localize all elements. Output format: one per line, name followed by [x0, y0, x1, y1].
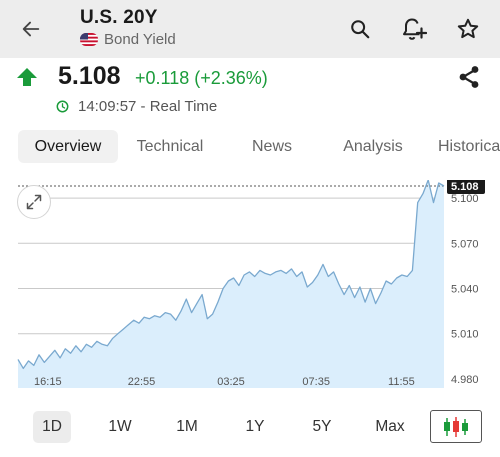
instrument-subtitle: Bond Yield [80, 31, 176, 48]
period-selector: 1D 1W 1M 1Y 5Y Max [0, 405, 500, 445]
last-price-tag: 5.108 [447, 180, 485, 195]
x-axis-tick-label: 07:35 [302, 376, 330, 388]
x-axis-tick-label: 22:55 [128, 376, 156, 388]
update-time-row: 14:09:57 - Real Time [56, 98, 217, 115]
update-time: 14:09:57 - Real Time [78, 98, 218, 115]
period-1m[interactable]: 1M [176, 418, 198, 435]
tab-technical[interactable]: Technical [136, 138, 204, 155]
tab-news[interactable]: News [251, 138, 292, 155]
expand-chart-button[interactable] [17, 185, 51, 219]
search-icon [351, 20, 370, 39]
price-chart[interactable]: 5.100 5.070 5.040 5.010 4.980 16:15 22:55 03:2… [0, 180, 500, 390]
back-arrow-icon [22, 21, 40, 37]
price-row: 5.108 +0.118 (+2.36%) [0, 60, 500, 94]
add-to-watchlist-button[interactable] [452, 13, 484, 45]
tab-overview[interactable]: Overview [18, 130, 118, 163]
clock-icon [56, 100, 69, 113]
chart-type-button[interactable] [430, 410, 482, 443]
star-icon [457, 18, 479, 39]
x-axis-tick-label: 11:55 [388, 376, 415, 388]
period-1d[interactable]: 1D [33, 411, 71, 443]
period-1w[interactable]: 1W [108, 418, 132, 435]
expand-icon [26, 194, 42, 210]
price-change: +0.118 (+2.36%) [135, 68, 268, 88]
share-button[interactable] [456, 64, 482, 90]
tab-historical[interactable]: Historical [438, 138, 500, 155]
y-axis-tick-label: 5.100 [451, 193, 479, 205]
last-price: 5.108 [58, 62, 121, 90]
x-axis-tick-label: 03:25 [217, 376, 245, 388]
add-alert-bell-icon [403, 18, 427, 40]
period-5y[interactable]: 5Y [312, 418, 332, 435]
instrument-title: U.S. 20Y [80, 7, 158, 28]
y-axis-tick-label: 5.010 [451, 329, 479, 341]
us-flag-icon [80, 33, 98, 46]
price-area-fill [18, 180, 444, 388]
instrument-title-block: U.S. 20Y Bond Yield [80, 7, 176, 48]
back-button[interactable] [14, 12, 48, 46]
instrument-type: Bond Yield [104, 31, 176, 48]
y-axis-tick-label: 4.980 [451, 374, 479, 386]
top-bar: U.S. 20Y Bond Yield [0, 0, 500, 58]
price-line [17, 180, 445, 370]
y-axis-tick-label: 5.040 [451, 284, 479, 296]
add-alert-button[interactable] [398, 13, 430, 45]
x-axis-tick-label: 16:15 [34, 376, 62, 388]
tab-analysis[interactable]: Analysis [343, 138, 403, 155]
period-1y[interactable]: 1Y [245, 418, 265, 435]
y-axis-tick-label: 5.070 [451, 238, 479, 250]
candlestick-icon [444, 416, 468, 437]
section-tabs: Overview Technical News Analysis Histori… [18, 130, 500, 164]
search-button[interactable] [344, 13, 376, 45]
y-axis-labels: 5.100 5.070 5.040 5.010 4.980 [451, 193, 479, 386]
up-arrow-icon [17, 68, 37, 86]
period-max[interactable]: Max [375, 418, 405, 435]
share-icon [459, 66, 479, 88]
last-price-tag-text: 5.108 [451, 181, 479, 193]
x-axis-labels: 16:15 22:55 03:25 07:35 11:55 [34, 376, 415, 388]
